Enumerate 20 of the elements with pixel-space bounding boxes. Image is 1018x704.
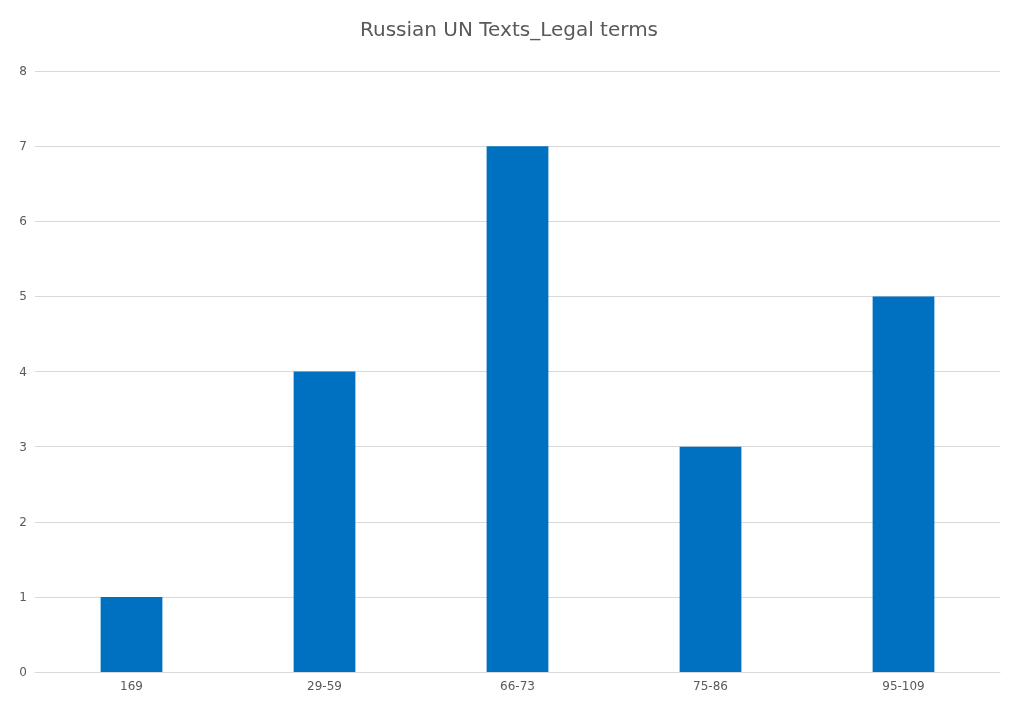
x-tick-label: 169	[120, 679, 143, 693]
y-tick-label: 8	[19, 64, 27, 78]
x-tick-label: 66-73	[500, 679, 535, 693]
bar	[679, 446, 742, 672]
y-tick-label: 0	[19, 665, 27, 679]
y-tick-label: 2	[19, 514, 27, 529]
x-tick-label: 75-86	[693, 679, 728, 693]
x-tick-label: 29-59	[307, 679, 342, 693]
bar	[486, 146, 549, 672]
y-tick-label: 7	[19, 139, 27, 154]
x-tick-label: 95-109	[882, 679, 925, 693]
bar	[872, 296, 935, 672]
bar	[100, 596, 163, 672]
y-tick-label: 5	[19, 289, 27, 304]
y-tick-label: 3	[19, 439, 27, 454]
chart-title: Russian UN Texts_Legal terms	[359, 17, 659, 41]
bar	[293, 371, 356, 672]
y-tick-label: 1	[19, 589, 27, 604]
y-tick-label: 6	[19, 214, 27, 229]
y-tick-label: 4	[19, 364, 27, 379]
